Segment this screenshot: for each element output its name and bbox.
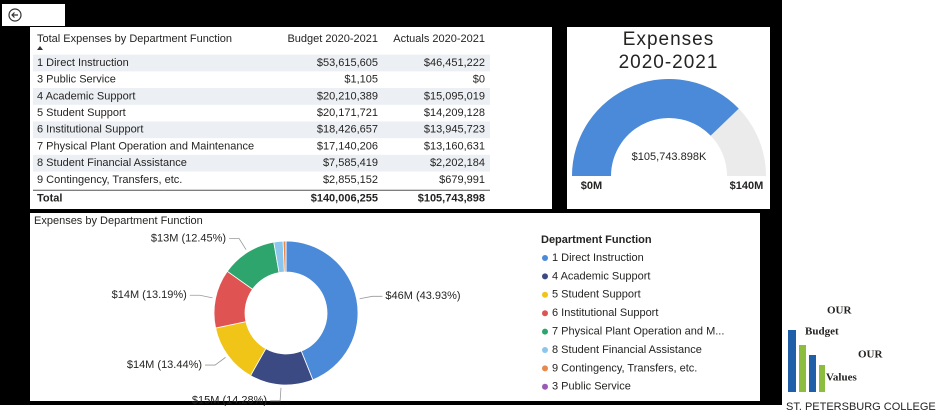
- table-cell: 9 Contingency, Transfers, etc.: [37, 174, 182, 186]
- legend-swatch: [542, 365, 548, 372]
- table-cell: $0: [473, 74, 485, 86]
- leader-line: [359, 295, 383, 300]
- legend-swatch: [542, 273, 548, 280]
- table-cell: $18,426,657: [317, 124, 378, 136]
- leader-line: [229, 238, 247, 250]
- legend-swatch: [542, 255, 548, 261]
- legend-label: 7 Physical Plant Operation and M...: [552, 326, 724, 338]
- row-band: [33, 154, 490, 172]
- table-cell: 3 Public Service: [37, 74, 116, 86]
- table-cell: $7,585,419: [323, 157, 378, 169]
- gauge-title: Expenses 2020-2021: [618, 29, 719, 73]
- table-cell: $13,945,723: [424, 124, 485, 136]
- table-cell: $20,210,389: [317, 90, 378, 102]
- leader-line: [189, 294, 213, 299]
- back-icon[interactable]: [8, 8, 22, 22]
- logo-text: OUR: [827, 305, 853, 317]
- legend-title: Department Function: [541, 234, 652, 246]
- legend-label: 3 Public Service: [552, 381, 631, 393]
- logo-text: ST. PETERSBURG COLLEGE: [786, 401, 936, 413]
- table-cell: 7 Physical Plant Operation and Maintenan…: [37, 140, 254, 152]
- table-cell: 5 Student Support: [37, 107, 126, 119]
- table-cell: $46,451,222: [424, 57, 485, 69]
- table-cell: $679,991: [439, 174, 485, 186]
- gauge-tick-label: $140M: [730, 180, 764, 192]
- logo-text: Budget: [805, 326, 839, 338]
- legend-label: 8 Student Financial Assistance: [552, 344, 702, 356]
- gauge-title-box: Expenses 2020-2021: [618, 29, 719, 73]
- data-label: $14M (13.44%): [127, 359, 202, 371]
- legend-label: 4 Academic Support: [552, 270, 650, 282]
- data-label: $14M (13.19%): [112, 289, 187, 301]
- donut-slice: [285, 240, 359, 381]
- legend-swatch: [542, 347, 548, 353]
- legend-swatch: [542, 383, 548, 390]
- data-label: $46M (43.93%): [385, 290, 460, 302]
- legend-swatch: [542, 328, 548, 335]
- back-arrow[interactable]: [11, 12, 18, 18]
- table-cell: 4 Academic Support: [37, 90, 135, 102]
- total-cell: Total: [37, 193, 62, 205]
- table-cell: $17,140,206: [317, 140, 378, 152]
- table-cell: $1,105: [344, 74, 378, 86]
- total-cell: $105,743,898: [418, 193, 485, 205]
- column-header: Budget 2020-2021: [287, 33, 378, 45]
- row-band: [33, 88, 490, 105]
- legend-label: 1 Direct Instruction: [552, 252, 644, 264]
- table-cell: $15,095,019: [424, 90, 485, 102]
- chart-title: Expenses by Department Function: [34, 215, 203, 227]
- legend-swatch: [542, 310, 548, 317]
- leader-line: [270, 387, 282, 402]
- row-band: [33, 54, 490, 72]
- leader-line: [205, 357, 226, 366]
- row-band: [33, 121, 490, 139]
- logo-bar: [819, 365, 825, 392]
- logo-text: Values: [826, 372, 857, 384]
- donut-panel: [30, 213, 760, 401]
- logo-bar: [799, 345, 806, 392]
- legend-label: 9 Contingency, Transfers, etc.: [552, 362, 697, 374]
- table-cell: $2,855,152: [323, 174, 378, 186]
- gauge-fill: [572, 78, 739, 176]
- data-label: $13M (12.45%): [151, 232, 226, 244]
- legend-swatch: [542, 291, 548, 298]
- logo-bar: [809, 355, 816, 392]
- gauge-tick-label: $0M: [581, 180, 602, 192]
- total-cell: $140,006,255: [311, 193, 378, 205]
- table-cell: $2,202,184: [430, 157, 485, 169]
- column-header: Actuals 2020-2021: [393, 33, 485, 45]
- table-cell: $14,209,128: [424, 107, 485, 119]
- logo-text: OUR: [858, 349, 884, 361]
- legend-label: 5 Student Support: [552, 289, 641, 301]
- table-cell: 1 Direct Instruction: [37, 57, 129, 69]
- column-header: Total Expenses by Department Function: [37, 33, 232, 45]
- table-cell: 6 Institutional Support: [37, 124, 143, 136]
- table-cell: $53,615,605: [317, 57, 378, 69]
- logo-bar: [788, 330, 796, 392]
- data-label: $15M (14.28%): [192, 395, 267, 407]
- sort-indicator: [37, 46, 43, 50]
- legend-label: 6 Institutional Support: [552, 307, 658, 319]
- gauge-value-label: $105,743.898K: [632, 151, 707, 163]
- table-cell: $13,160,631: [424, 140, 485, 152]
- table-cell: 8 Student Financial Assistance: [37, 157, 187, 169]
- table-cell: $20,171,721: [317, 107, 378, 119]
